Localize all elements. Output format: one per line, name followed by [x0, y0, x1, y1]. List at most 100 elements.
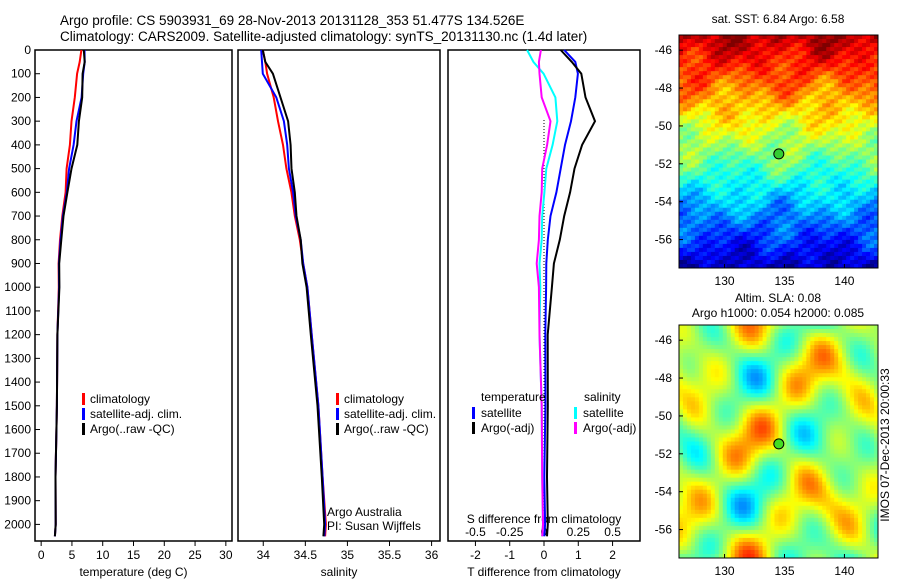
map-cell	[810, 47, 815, 52]
map-cell	[770, 167, 776, 173]
map-cell	[722, 525, 728, 531]
map-cell	[846, 251, 851, 257]
map-cell	[814, 243, 819, 249]
map-cell	[762, 405, 768, 410]
map-cell	[679, 497, 684, 503]
map-cell	[874, 103, 879, 108]
map-cell	[774, 91, 779, 96]
map-cell	[686, 341, 692, 346]
map-cell	[838, 215, 843, 221]
map-cell	[782, 437, 787, 442]
map-cell	[802, 139, 807, 144]
map-cell	[750, 59, 756, 64]
map-cell	[802, 505, 807, 511]
map-cell	[786, 469, 791, 475]
map-cell	[722, 337, 728, 342]
map-cell	[718, 509, 724, 515]
map-cell	[710, 135, 716, 140]
map-cell	[726, 179, 732, 185]
map-cell	[686, 381, 692, 386]
map-cell	[738, 469, 744, 475]
map-cell	[726, 39, 732, 44]
map-cell	[830, 215, 835, 221]
map-cell	[814, 219, 819, 225]
map-cell	[738, 437, 744, 442]
map-cell	[722, 377, 728, 382]
map-cell	[686, 421, 692, 426]
map-cell	[730, 163, 736, 169]
map-cell	[754, 167, 760, 173]
x-tick-label: 15	[127, 548, 141, 562]
map-cell	[866, 211, 871, 217]
map-cell	[706, 329, 712, 334]
map-cell	[870, 151, 875, 157]
map-cell	[686, 489, 692, 495]
map-cell	[802, 525, 807, 531]
map-cell	[770, 207, 776, 213]
map-cell	[770, 341, 776, 346]
map-cell	[858, 63, 863, 68]
map-cell	[814, 259, 819, 265]
map-cell	[730, 243, 736, 249]
map-cell	[806, 429, 811, 434]
map-cell	[794, 99, 799, 104]
map-cell	[698, 357, 704, 362]
map-cell	[770, 409, 776, 414]
map-cell	[782, 67, 787, 72]
map-cell	[722, 231, 728, 237]
map-cell	[730, 413, 736, 418]
map-cell	[794, 533, 799, 539]
map-cell	[858, 155, 863, 161]
map-cell	[870, 91, 875, 96]
x2-tick-label: 0.25	[567, 525, 591, 539]
map-cell	[834, 107, 839, 112]
map-cell	[714, 143, 720, 148]
map-cell	[790, 51, 795, 56]
map-cell	[830, 83, 835, 88]
map-cell	[738, 461, 744, 467]
map-cell	[730, 541, 736, 547]
map-cell	[722, 183, 728, 189]
map-cell	[698, 457, 704, 463]
map-cell	[706, 341, 712, 346]
map-cell	[874, 239, 879, 245]
map-cell	[702, 513, 708, 519]
map-cell	[782, 445, 787, 451]
map-cell	[710, 437, 716, 442]
map-cell	[730, 525, 736, 531]
map-cell	[790, 215, 795, 221]
map-cell	[722, 545, 728, 551]
map-cell	[706, 489, 712, 495]
map-cell	[730, 183, 736, 189]
map-cell	[798, 43, 803, 48]
map-cell	[742, 191, 748, 197]
map-cell	[742, 441, 748, 447]
map-cell	[770, 51, 776, 56]
map-cell	[778, 219, 783, 225]
map-cell	[714, 513, 720, 519]
map-cell	[846, 255, 851, 261]
map-cell	[814, 211, 819, 217]
map-cell	[818, 111, 823, 116]
map-cell	[738, 83, 744, 88]
map-cell	[866, 187, 871, 193]
map-cell	[762, 413, 768, 418]
map-cell	[842, 87, 847, 92]
map-cell	[874, 259, 879, 265]
map-cell	[762, 83, 768, 88]
map-cell	[842, 147, 847, 152]
map-cell	[826, 207, 831, 213]
map-cell	[822, 67, 827, 72]
map-cell	[746, 63, 752, 68]
map-cell	[790, 381, 795, 386]
map-cell	[722, 187, 728, 193]
map-cell	[730, 333, 736, 338]
map-cell	[754, 39, 760, 44]
map-cell	[874, 183, 879, 189]
map-cell	[766, 385, 772, 390]
map-cell	[854, 103, 859, 108]
map-cell	[774, 79, 779, 84]
map-cell	[714, 199, 720, 205]
map-cell	[679, 373, 684, 378]
map-cell	[706, 263, 712, 269]
